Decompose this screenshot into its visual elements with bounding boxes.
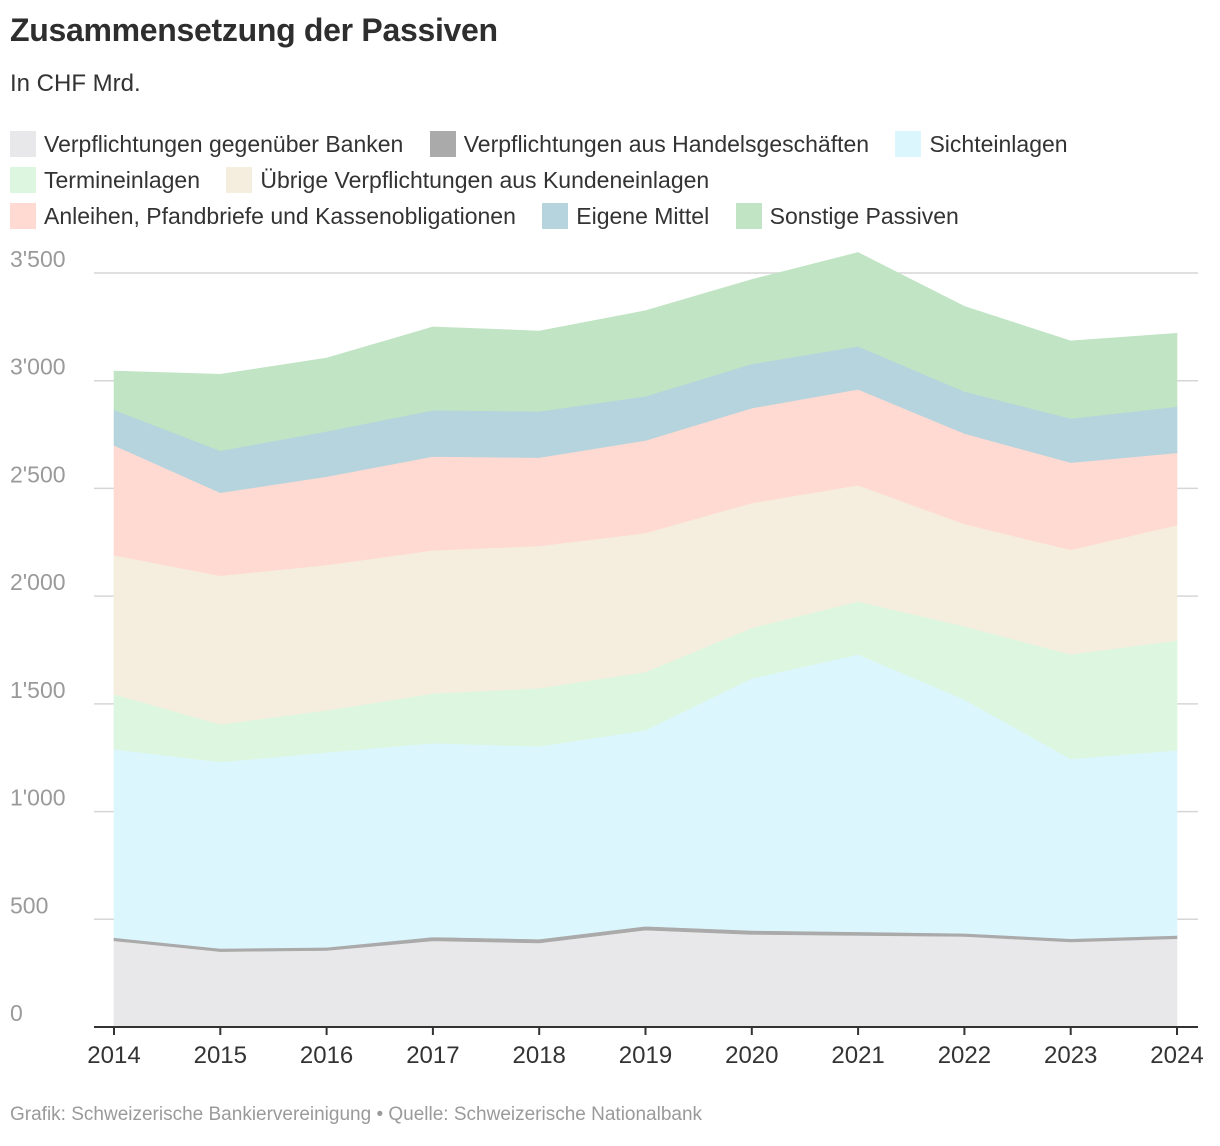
legend-label: Sonstige Passiven (769, 203, 959, 229)
chart-title: Zusammensetzung der Passiven (10, 12, 498, 48)
x-tick-label: 2017 (406, 1042, 459, 1069)
area-series (113, 252, 1178, 1028)
legend-swatch (10, 167, 36, 193)
y-tick-label: 0 (10, 1000, 23, 1026)
legend-swatch (542, 203, 569, 229)
x-tick-label: 2020 (725, 1042, 778, 1069)
x-tick-label: 2019 (619, 1042, 672, 1069)
legend-item-verpflichtungen-banken: Verpflichtungen gegenüber Banken (10, 126, 403, 162)
x-tick-label: 2021 (831, 1042, 884, 1069)
legend-label: Verpflichtungen aus Handelsgeschäften (463, 131, 870, 157)
x-tick-label: 2014 (87, 1042, 140, 1069)
x-tick-label: 2015 (194, 1042, 247, 1069)
y-tick-label: 3'500 (10, 246, 66, 272)
x-tick-label: 2018 (513, 1042, 566, 1069)
legend-label: Anleihen, Pfandbriefe und Kassenobligati… (44, 203, 516, 229)
legend-item-sonstige-passiven: Sonstige Passiven (735, 198, 959, 234)
y-tick-label: 3'000 (10, 354, 66, 380)
x-tick-label: 2024 (1150, 1042, 1203, 1069)
chart-legend: Verpflichtungen gegenüber Banken Verpfli… (10, 126, 1190, 234)
legend-label: Eigene Mittel (576, 203, 710, 229)
y-tick-label: 1'500 (10, 677, 66, 703)
y-tick-label: 2'000 (10, 569, 66, 595)
stacked-area-chart: 0 500 1'000 1'500 2'000 2'500 3'000 3'500 2014 20… (10, 246, 1204, 1069)
area-series-7 (113, 252, 1178, 452)
y-tick-label: 500 (10, 892, 48, 918)
legend-item-termineinlagen: Termineinlagen (10, 162, 200, 198)
y-tick-label: 1'000 (10, 785, 66, 811)
legend-item-uebrige-kundeneinlagen: Übrige Verpflichtungen aus Kundeneinlage… (226, 162, 709, 198)
x-tick-label: 2022 (938, 1042, 991, 1069)
legend-item-handelsgeschaefte: Verpflichtungen aus Handelsgeschäften (429, 126, 870, 162)
axes: 0 500 1'000 1'500 2'000 2'500 3'000 3'500 2014 20… (10, 246, 1204, 1069)
chart-footer: Grafik: Schweizerische Bankiervereinigun… (10, 1104, 703, 1125)
legend-label: Verpflichtungen gegenüber Banken (44, 131, 404, 157)
legend-label: Übrige Verpflichtungen aus Kundeneinlage… (260, 167, 710, 193)
legend-swatch (895, 131, 922, 157)
legend-swatch (10, 131, 36, 157)
legend-label: Termineinlagen (44, 167, 200, 193)
legend-swatch (226, 167, 253, 193)
legend-item-eigene-mittel: Eigene Mittel (542, 198, 709, 234)
legend-item-sichteinlagen: Sichteinlagen (895, 126, 1068, 162)
x-tick-label: 2023 (1044, 1042, 1097, 1069)
legend-item-anleihen: Anleihen, Pfandbriefe und Kassenobligati… (10, 198, 516, 234)
legend-swatch (735, 203, 762, 229)
y-tick-label: 2'500 (10, 461, 66, 487)
legend-swatch (429, 131, 456, 157)
legend-swatch (10, 203, 36, 229)
legend-label: Sichteinlagen (929, 131, 1068, 157)
x-tick-label: 2016 (300, 1042, 353, 1069)
chart-subtitle: In CHF Mrd. (10, 70, 141, 97)
